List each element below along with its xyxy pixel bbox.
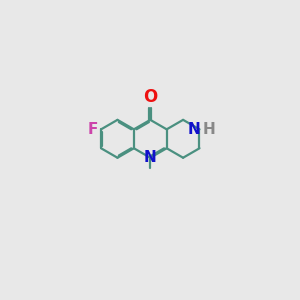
Text: O: O [143, 88, 158, 106]
Text: N: N [144, 150, 157, 165]
Text: H: H [202, 122, 215, 137]
Text: N: N [188, 122, 201, 137]
Text: F: F [88, 122, 98, 137]
